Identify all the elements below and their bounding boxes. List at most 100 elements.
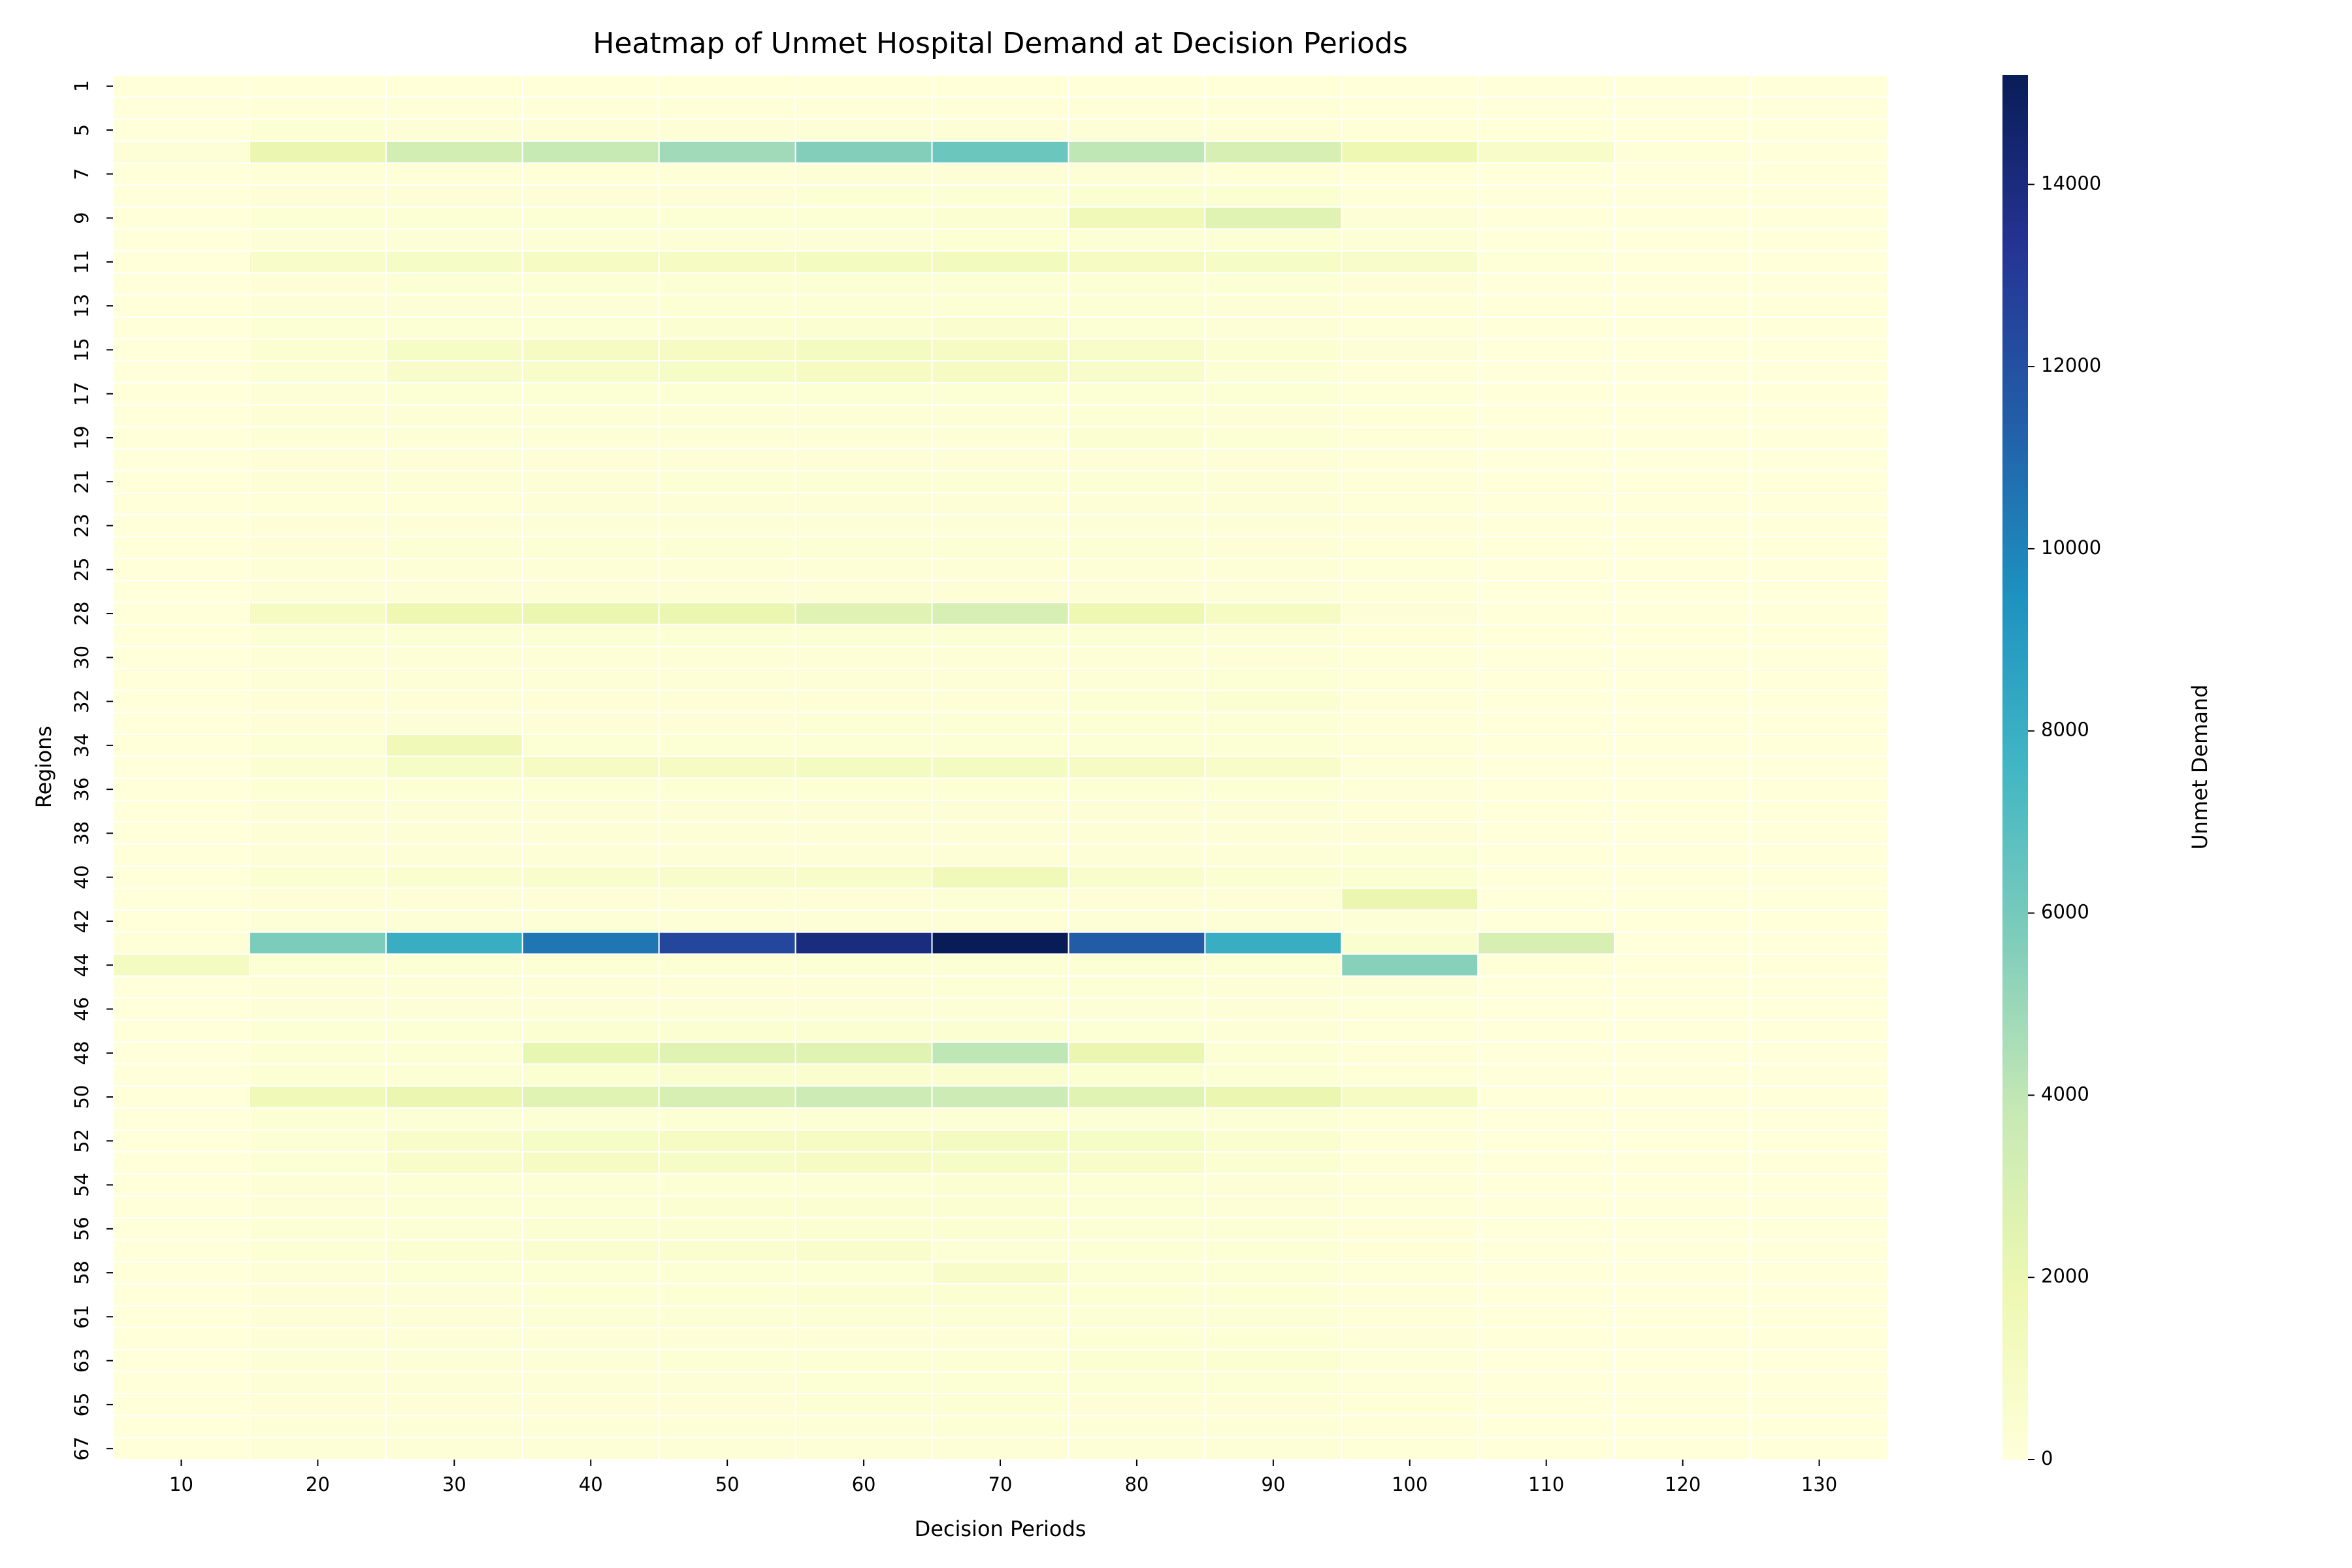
heatmap-cell <box>1750 338 1888 362</box>
heatmap-cell <box>658 777 796 801</box>
heatmap-cell <box>1750 492 1888 515</box>
heatmap-cell <box>1341 536 1479 559</box>
y-tick-label: 38 <box>71 821 93 845</box>
heatmap-cell <box>385 1041 523 1065</box>
heatmap-cell <box>1204 74 1343 98</box>
heatmap-cell <box>931 514 1070 538</box>
heatmap-cell <box>658 514 796 538</box>
heatmap-cell <box>521 96 660 120</box>
heatmap-cell <box>1614 777 1752 801</box>
heatmap-cell <box>1750 536 1888 559</box>
heatmap-cell <box>658 668 796 691</box>
heatmap-cell <box>521 799 660 823</box>
heatmap-cell <box>248 1348 387 1373</box>
heatmap-cell <box>112 404 250 428</box>
heatmap-cell <box>1204 382 1343 406</box>
heatmap-cell <box>248 206 387 230</box>
heatmap-cell <box>1477 821 1616 845</box>
heatmap-cell <box>931 228 1070 252</box>
y-tick-label: 50 <box>71 1085 93 1109</box>
heatmap-cell <box>1341 140 1479 164</box>
colorbar <box>2002 75 2028 1460</box>
heatmap-cell <box>1341 887 1479 911</box>
heatmap-cell <box>521 382 660 406</box>
heatmap-cell <box>521 843 660 867</box>
heatmap-cell <box>385 1393 523 1416</box>
heatmap-cell <box>1614 140 1752 164</box>
heatmap-cell <box>1341 1217 1479 1241</box>
heatmap-cell <box>521 1107 660 1131</box>
heatmap-cell <box>1614 1085 1752 1109</box>
heatmap-cell <box>658 865 796 889</box>
heatmap-cell <box>1068 602 1206 625</box>
heatmap-cell <box>794 294 933 318</box>
heatmap-cell <box>658 645 796 670</box>
y-tick-label: 34 <box>71 733 93 757</box>
chart-title: Heatmap of Unmet Hospital Demand at Deci… <box>593 27 1408 60</box>
heatmap-cell <box>248 865 387 889</box>
x-tick-label: 30 <box>442 1473 466 1495</box>
heatmap-cell <box>385 118 523 142</box>
heatmap-cell <box>1614 1151 1752 1175</box>
colorbar-tick-label: 10000 <box>2041 536 2101 559</box>
heatmap-cell <box>521 1327 660 1350</box>
heatmap-cell <box>1341 228 1479 252</box>
heatmap-cell <box>658 74 796 98</box>
heatmap-cell <box>931 206 1070 230</box>
heatmap-cell <box>931 931 1070 955</box>
heatmap-cell <box>248 1282 387 1307</box>
heatmap-cell <box>794 1437 933 1460</box>
heatmap-cell <box>248 1371 387 1395</box>
heatmap-cell <box>1614 1239 1752 1263</box>
heatmap-cell <box>1341 96 1479 120</box>
heatmap-cell <box>1750 1437 1888 1460</box>
heatmap-cell <box>1614 953 1752 977</box>
heatmap-cell <box>1068 997 1206 1021</box>
heatmap-cell <box>1477 382 1616 406</box>
heatmap-cell <box>112 821 250 845</box>
heatmap-cell <box>658 1437 796 1460</box>
heatmap-cell <box>1477 360 1616 384</box>
heatmap-cell <box>658 557 796 581</box>
heatmap-cell <box>385 1195 523 1219</box>
y-tick-label: 40 <box>71 865 93 889</box>
heatmap-cell <box>1477 755 1616 779</box>
heatmap-cell <box>1204 448 1343 472</box>
heatmap-cell <box>385 1107 523 1131</box>
heatmap-cell <box>1750 448 1888 472</box>
heatmap-cell <box>1750 1282 1888 1307</box>
heatmap-cell <box>794 250 933 274</box>
heatmap-cell <box>248 1327 387 1350</box>
heatmap-cell <box>1068 645 1206 670</box>
heatmap-cell <box>794 184 933 208</box>
heatmap-cell <box>931 953 1070 977</box>
heatmap-cell <box>1068 272 1206 296</box>
heatmap-cell <box>1750 1371 1888 1395</box>
heatmap-cell <box>248 492 387 515</box>
heatmap-cell <box>1750 470 1888 494</box>
heatmap-cell <box>385 623 523 647</box>
heatmap-cell <box>658 338 796 362</box>
heatmap-cell <box>1750 997 1888 1021</box>
heatmap-cell <box>1204 1085 1343 1109</box>
heatmap-cell <box>248 1414 387 1439</box>
heatmap-cell <box>112 1195 250 1219</box>
heatmap-cell <box>1477 162 1616 186</box>
heatmap-cell <box>931 580 1070 604</box>
heatmap-cell <box>794 1305 933 1329</box>
heatmap-cell <box>1204 711 1343 736</box>
heatmap-cell <box>1341 711 1479 736</box>
heatmap-cell <box>794 1041 933 1065</box>
heatmap-cell <box>1068 1239 1206 1263</box>
heatmap-cell <box>112 1085 250 1109</box>
heatmap-cell <box>112 711 250 736</box>
heatmap-cell <box>521 777 660 801</box>
heatmap-cell <box>248 799 387 823</box>
heatmap-cell <box>385 426 523 449</box>
heatmap-cell <box>1750 404 1888 428</box>
heatmap-cell <box>521 645 660 670</box>
heatmap-cell <box>521 74 660 98</box>
heatmap-cell <box>1477 1348 1616 1373</box>
heatmap-cell <box>1341 1437 1479 1460</box>
heatmap-cell <box>1477 843 1616 867</box>
